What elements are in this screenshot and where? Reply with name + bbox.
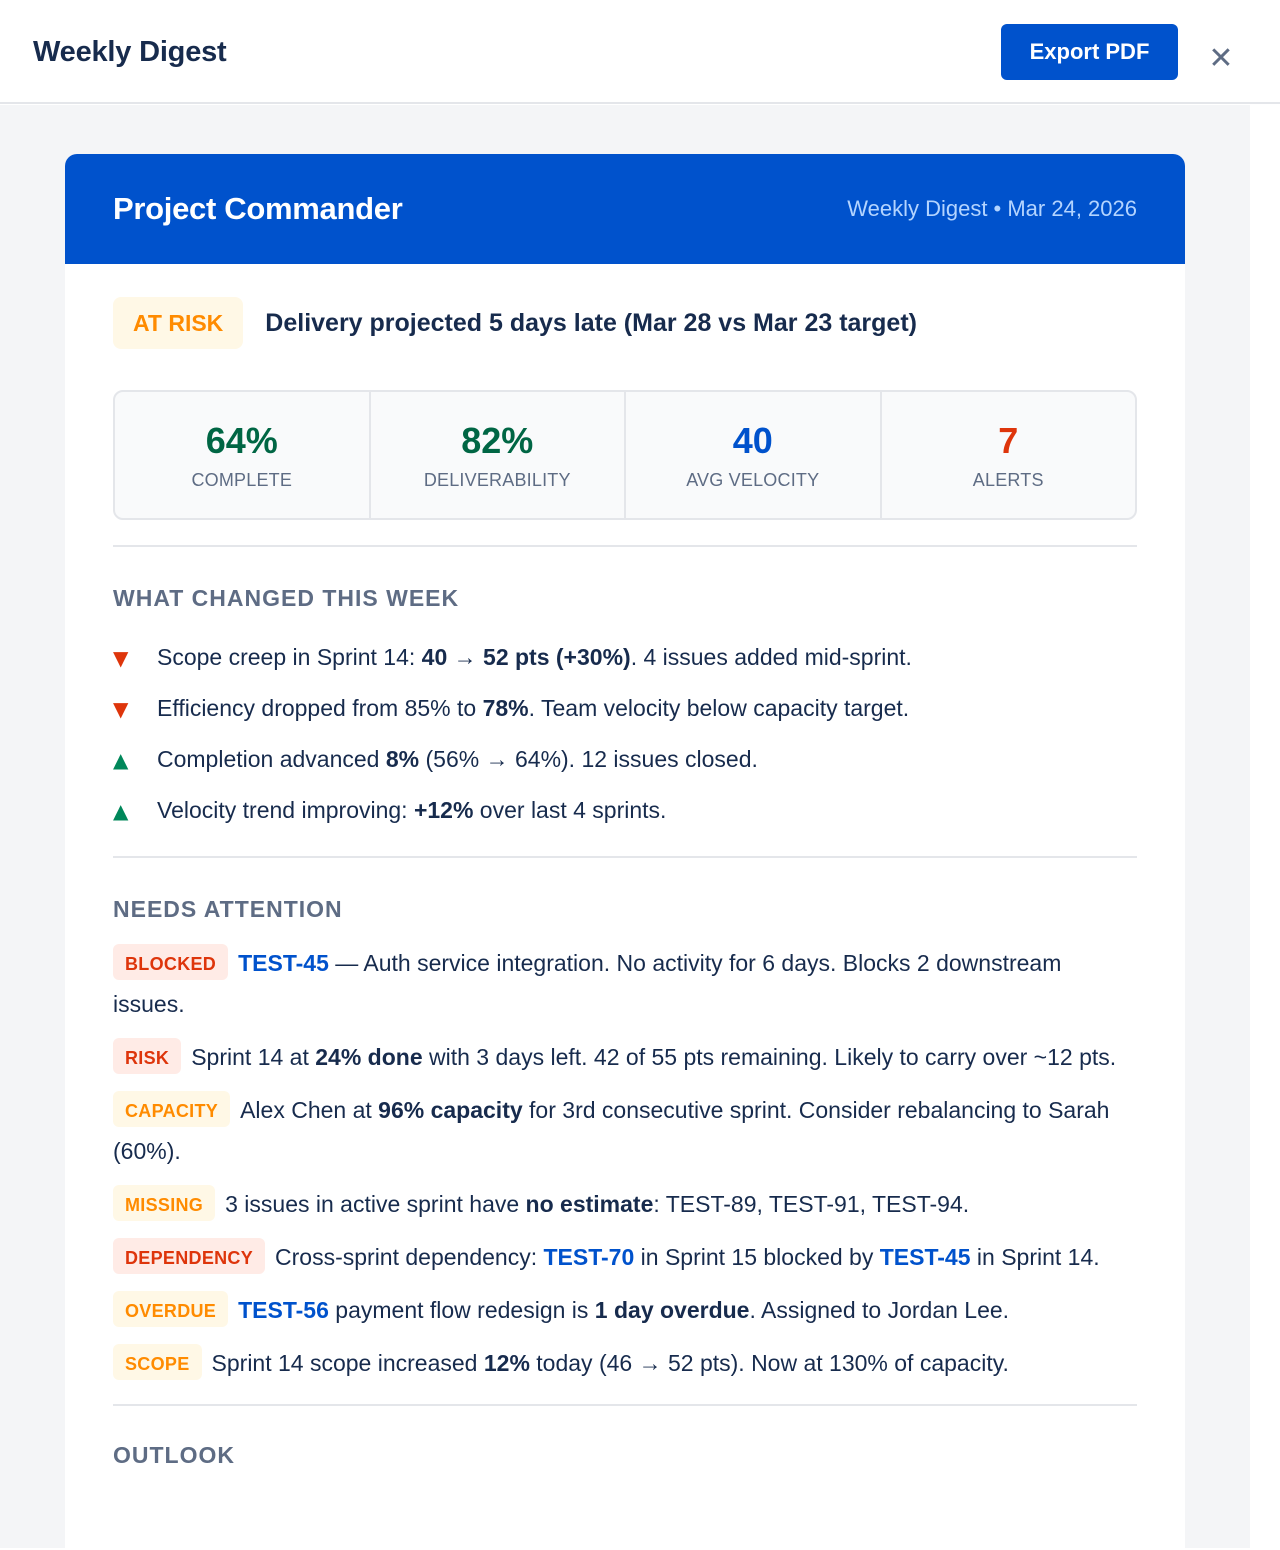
modal-header: Weekly Digest Export PDF ✕ [0,0,1280,104]
tag-risk: RISK [113,1038,182,1074]
metrics-panel: 64% COMPLETE 82% DELIVERABILITY 40 AVG V… [113,390,1137,520]
change-text: Efficiency dropped from 85% to 78%. Team… [157,695,910,721]
tag-dependency: DEPENDENCY [113,1238,266,1274]
modal-title: Weekly Digest [33,36,227,68]
change-item: ▼ Efficiency dropped from 85% to 78%. Te… [113,683,1137,734]
triangle-down-icon: ▼ [113,696,129,721]
attention-item-overdue: OVERDUE TEST-56 payment flow redesign is … [113,1290,1137,1331]
metric-label: DELIVERABILITY [423,469,571,490]
issue-link-test-45[interactable]: TEST-45 [238,950,329,976]
card-banner: Project Commander Weekly Digest • Mar 24… [65,154,1185,264]
metric-label: AVG VELOCITY [686,469,820,490]
project-title: Project Commander [113,191,403,226]
status-text: Delivery projected 5 days late (Mar 28 v… [265,308,917,337]
digest-date: Weekly Digest • Mar 24, 2026 [847,196,1137,221]
attention-item-blocked: BLOCKED TEST-45 — Auth service integratio… [113,943,1137,1025]
card-body: AT RISK Delivery projected 5 days late (… [65,264,1185,1469]
section-divider [113,545,1137,547]
metric-value: 82% [461,419,534,461]
triangle-down-icon: ▼ [113,645,129,670]
section-divider [113,856,1137,858]
tag-missing: MISSING [113,1185,216,1221]
digest-scroll-area[interactable]: Project Commander Weekly Digest • Mar 24… [0,105,1250,1548]
attention-item-capacity: CAPACITY Alex Chen at 96% capacity for 3r… [113,1090,1137,1172]
triangle-up-icon: ▲ [113,798,129,823]
tag-capacity: CAPACITY [113,1091,231,1127]
metric-label: ALERTS [972,469,1044,490]
issue-link-test-56[interactable]: TEST-56 [238,1297,329,1323]
metric-alerts: 7 ALERTS [882,392,1136,518]
triangle-up-icon: ▲ [113,747,129,772]
tag-scope: SCOPE [113,1344,202,1380]
metric-value: 7 [998,419,1019,461]
changes-section-title: WHAT CHANGED THIS WEEK [113,585,460,611]
change-text: Scope creep in Sprint 14: 40 → 52 pts (+… [157,644,912,670]
section-divider [113,1404,1137,1406]
changes-list: ▼ Scope creep in Sprint 14: 40 → 52 pts … [113,632,1137,836]
issue-link-test-70[interactable]: TEST-70 [543,1244,635,1270]
metric-complete: 64% COMPLETE [115,392,371,518]
change-text: Velocity trend improving: +12% over last… [157,797,667,823]
change-item: ▲ Velocity trend improving: +12% over la… [113,785,1137,836]
change-text: Completion advanced 8% (56% → 64%). 12 i… [157,746,758,772]
metric-label: COMPLETE [191,469,293,490]
tag-blocked: BLOCKED [113,944,229,980]
metric-value: 40 [732,419,773,461]
attention-item-dependency: DEPENDENCY Cross-sprint dependency: TEST-… [113,1237,1137,1278]
export-pdf-button[interactable]: Export PDF [1001,24,1178,80]
metric-avg-velocity: 40 AVG VELOCITY [626,392,882,518]
tag-overdue: OVERDUE [113,1291,229,1327]
metric-deliverability: 82% DELIVERABILITY [371,392,626,518]
attention-list: BLOCKED TEST-45 — Auth service integratio… [113,943,1137,1384]
outlook-section-title: OUTLOOK [113,1442,235,1468]
attention-item-scope: SCOPE Sprint 14 scope increased 12% today… [113,1343,1137,1384]
change-item: ▲ Completion advanced 8% (56% → 64%). 12… [113,734,1137,785]
attention-section-title: NEEDS ATTENTION [113,896,343,922]
issue-link-test-45[interactable]: TEST-45 [879,1244,971,1270]
change-item: ▼ Scope creep in Sprint 14: 40 → 52 pts … [113,632,1137,683]
digest-card: Project Commander Weekly Digest • Mar 24… [65,154,1185,1548]
attention-item-risk: RISK Sprint 14 at 24% done with 3 days le… [113,1037,1137,1078]
metric-value: 64% [205,419,278,461]
attention-item-missing: MISSING 3 issues in active sprint have no… [113,1184,1137,1225]
close-icon[interactable]: ✕ [1205,40,1237,78]
status-row: AT RISK Delivery projected 5 days late (… [113,296,1137,350]
status-badge: AT RISK [113,297,244,349]
